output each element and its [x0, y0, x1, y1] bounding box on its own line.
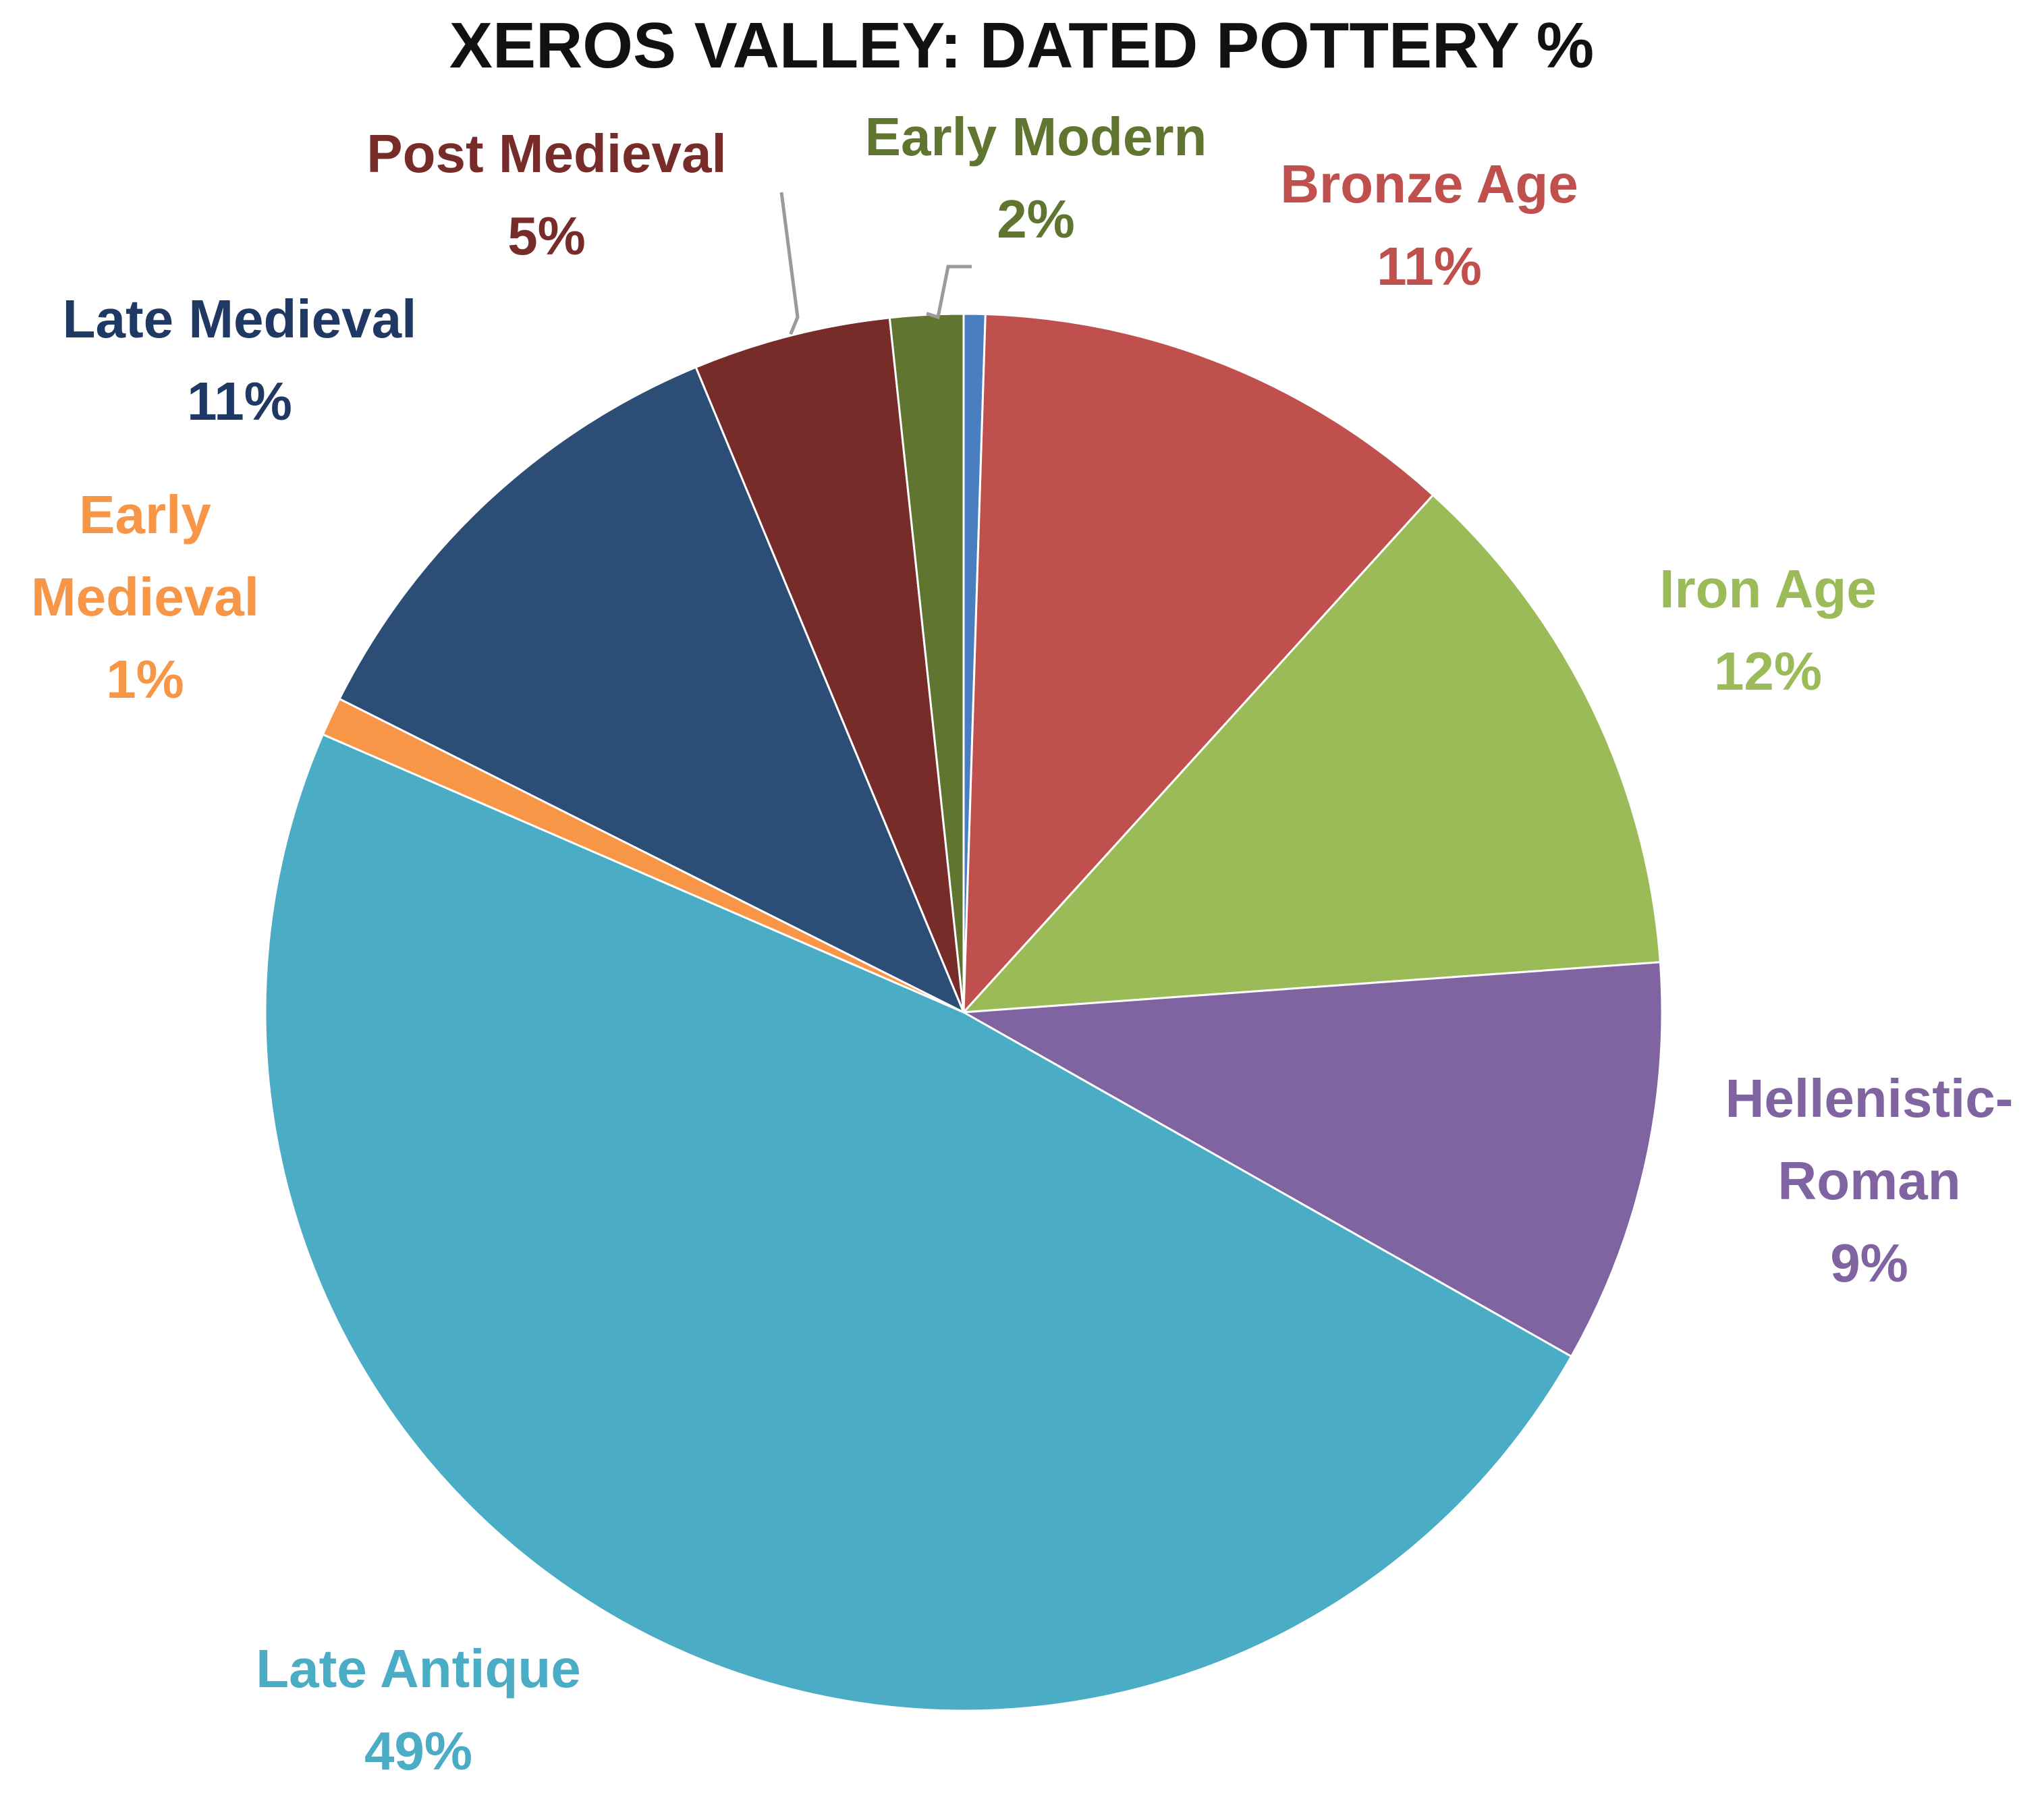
pie-slice-iron-age	[961, 493, 1661, 1014]
percent-early-medieval: 1%	[106, 649, 184, 709]
label-bronze-age: Bronze Age	[1280, 154, 1578, 214]
slice-labels: Bronze Age 11% Iron Age 12% Hellenistic- Roma…	[31, 107, 2013, 1781]
label-hellenistic-roman-line-2: Roman	[1777, 1151, 1960, 1211]
label-late-medieval: Late Medieval	[63, 289, 417, 349]
percent-bronze-age: 11%	[1377, 236, 1482, 296]
percent-late-medieval: 11%	[187, 371, 292, 431]
leader-lines	[779, 192, 972, 335]
label-hellenistic-roman-line-1: Hellenistic-	[1725, 1068, 2014, 1128]
pie-slice-bronze-age	[962, 312, 1435, 1016]
leader-line-early-modern	[926, 265, 972, 320]
percent-hellenistic-roman: 9%	[1830, 1233, 1908, 1293]
label-late-antique: Late Antique	[256, 1639, 580, 1699]
pie-slice-late-medieval	[338, 366, 966, 1015]
label-early-modern: Early Modern	[865, 107, 1207, 167]
percent-iron-age: 12%	[1714, 641, 1822, 701]
pie-slice-post-medieval	[694, 317, 965, 1013]
pie-slice-late-antique	[264, 733, 1573, 1712]
pie-slice-hellenistic-roman	[960, 961, 1663, 1358]
label-early-medieval-line-1: Early	[79, 485, 211, 545]
pie-slices	[264, 312, 1663, 1712]
label-post-medieval: Post Medieval	[366, 123, 727, 184]
chart-title: XEROS VALLEY: DATED POTTERY %	[449, 9, 1594, 82]
percent-post-medieval: 5%	[507, 206, 586, 266]
leader-line-post-medieval	[779, 192, 800, 335]
percent-early-modern: 2%	[997, 189, 1075, 249]
percent-late-antique: 49%	[364, 1721, 472, 1781]
label-early-medieval-line-2: Medieval	[31, 567, 259, 627]
label-iron-age: Iron Age	[1659, 559, 1876, 619]
